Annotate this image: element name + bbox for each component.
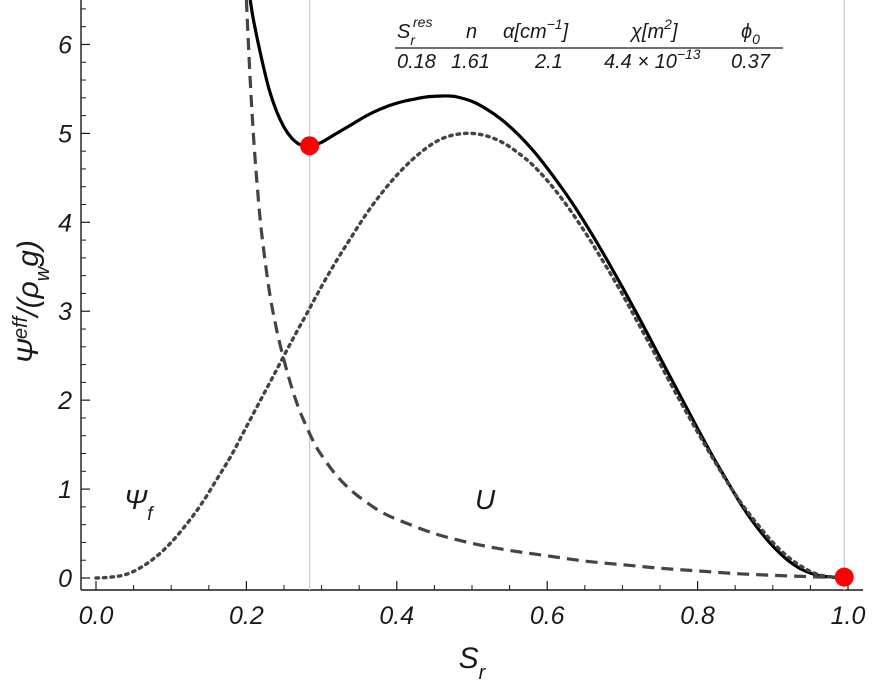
- table-header-alpha-end: ]: [561, 21, 569, 43]
- x-axis-label-sub: r: [479, 662, 487, 682]
- table-header-sr-res: Sr res: [397, 14, 432, 48]
- table-value-phi: 0.37: [731, 51, 771, 73]
- table-header-alpha-main: α[cm: [503, 21, 547, 43]
- table-value-chi-main: 4.4 × 10: [604, 51, 677, 73]
- y-axis-label-psi: Ψ: [12, 338, 45, 364]
- x-tick-label: 0.0: [79, 602, 114, 630]
- y-tick-label: 2: [57, 387, 72, 415]
- series-group: [94, 0, 850, 580]
- y-axis-label-end: g): [12, 240, 45, 267]
- table-header-phi: ϕ0: [741, 21, 760, 47]
- y-axis-label: Ψeff/(ρwg): [10, 240, 54, 364]
- axes: 0.0 0.2 0.4 0.6 0.8 1.0 0 1 2 3 4 5 6: [57, 0, 865, 630]
- table-value-chi-sup: −13: [677, 46, 701, 62]
- x-tick-label: 0.2: [229, 602, 264, 630]
- table-header-chi-end: ]: [670, 21, 678, 43]
- table-header-sr-res-sup: res: [413, 14, 432, 30]
- y-axis-label-sup: eff: [10, 314, 32, 339]
- y-tick-label: 0: [58, 565, 72, 593]
- psi-f-annotation-main: Ψ: [124, 484, 148, 515]
- table-header-phi-main: ϕ: [741, 21, 752, 43]
- table-header-n: n: [466, 21, 477, 43]
- table-header-alpha: α[cm−1]: [503, 16, 569, 43]
- parameter-table: Sr res n α[cm−1] χ[m2] ϕ0 0.18 1.61 2.1 4…: [395, 14, 783, 73]
- series-line-dotted: [94, 131, 850, 580]
- y-tick-label: 5: [58, 120, 72, 148]
- series-line-solid: [248, 0, 849, 580]
- x-axis-label-s: S: [459, 642, 479, 675]
- table-header-sr-res-main: S: [397, 21, 411, 43]
- x-tick-label: 0.8: [680, 602, 715, 630]
- y-tick-label: 3: [58, 298, 72, 326]
- markers: [300, 136, 854, 587]
- equilibrium-point-marker: [300, 136, 320, 156]
- y-tick-label: 4: [58, 209, 72, 237]
- table-header-alpha-sup: −1: [547, 16, 563, 32]
- psi-f-annotation: Ψf: [124, 484, 154, 525]
- x-tick-label: 1.0: [831, 602, 866, 630]
- series-line-dashed: [244, 0, 849, 580]
- table-value-n: 1.61: [451, 51, 490, 73]
- table-header-chi: χ[m2]: [629, 16, 678, 43]
- y-axis-label-sub: w: [32, 265, 54, 281]
- table-header-phi-sub: 0: [752, 31, 760, 47]
- psi-f-annotation-sub: f: [147, 504, 154, 525]
- table-header-sr-res-sub: r: [410, 32, 416, 48]
- vertical-lines: [308, 0, 845, 590]
- table-value-sr-res: 0.18: [397, 51, 436, 73]
- x-axis-label: Sr: [459, 642, 487, 682]
- y-tick-label: 1: [58, 476, 72, 504]
- u-annotation: U: [475, 484, 496, 515]
- x-tick-label: 0.6: [530, 602, 565, 630]
- table-header-chi-main: χ[m: [629, 21, 664, 43]
- equilibrium-point-marker: [834, 567, 854, 587]
- table-value-chi: 4.4 × 10−13: [604, 46, 701, 73]
- table-value-alpha: 2.1: [534, 51, 563, 73]
- x-tick-label: 0.4: [379, 602, 414, 630]
- table-header-chi-sup: 2: [663, 16, 672, 32]
- y-tick-label: 6: [58, 31, 72, 59]
- y-axis-label-rest: /(ρ: [12, 281, 45, 319]
